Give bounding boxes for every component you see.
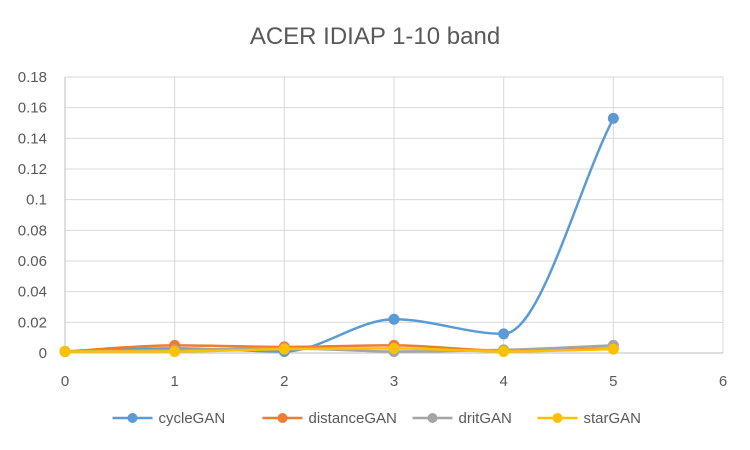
data-point-stargan xyxy=(388,342,400,354)
y-tick-label: 0.02 xyxy=(18,314,47,331)
y-tick-label: 0.18 xyxy=(18,69,47,86)
y-tick-label: 0.12 xyxy=(18,161,47,178)
data-point-stargan xyxy=(59,345,71,357)
legend-marker-cyclegan xyxy=(127,413,138,423)
x-tick-label: 5 xyxy=(609,373,617,390)
series-line-dritgan xyxy=(63,344,615,353)
legend-label-dritgan: dritGAN xyxy=(459,410,512,427)
legend-label-distancegan: distanceGAN xyxy=(309,410,397,427)
legend-label-stargan: starGAN xyxy=(584,410,642,427)
legend-marker-dritgan xyxy=(427,413,438,423)
chart-title: ACER IDIAP 1-10 band xyxy=(250,23,500,50)
x-tick-label: 6 xyxy=(719,373,727,390)
data-point-stargan xyxy=(169,345,181,357)
y-tick-label: 0.14 xyxy=(18,130,47,147)
x-tick-label: 4 xyxy=(499,373,507,390)
data-point-stargan xyxy=(607,343,619,355)
legend-marker-stargan xyxy=(552,413,563,423)
data-point-cyclegan xyxy=(607,112,619,124)
data-point-cyclegan xyxy=(498,328,510,340)
axes: 0 0.02 0.04 0.06 0.08 0.1 0.12 0.14 0.16 0.18 0 1 2 3… xyxy=(18,69,727,390)
x-tick-label: 0 xyxy=(61,373,69,390)
y-tick-label: 0.16 xyxy=(18,100,47,117)
legend: cycleGAN distanceGAN dritGAN starGAN xyxy=(112,410,642,427)
legend-marker-distancegan xyxy=(277,413,288,423)
y-tick-label: 0.04 xyxy=(18,284,47,301)
y-tick-label: 0.06 xyxy=(18,253,47,270)
x-tick-label: 2 xyxy=(280,373,288,390)
y-tick-label: 0.1 xyxy=(26,192,47,209)
y-tick-label: 0 xyxy=(39,345,47,362)
x-tick-label: 1 xyxy=(170,373,178,390)
series-line-stargan xyxy=(63,347,615,353)
data-point-cyclegan xyxy=(388,313,400,325)
legend-label-cyclegan: cycleGAN xyxy=(159,410,226,427)
gridlines xyxy=(65,76,724,353)
series-lines xyxy=(59,112,619,357)
series-line-cyclegan xyxy=(63,117,615,353)
x-tick-label: 3 xyxy=(390,373,398,390)
data-point-stargan xyxy=(498,345,510,357)
y-tick-label: 0.08 xyxy=(18,222,47,239)
data-point-stargan xyxy=(278,343,290,355)
